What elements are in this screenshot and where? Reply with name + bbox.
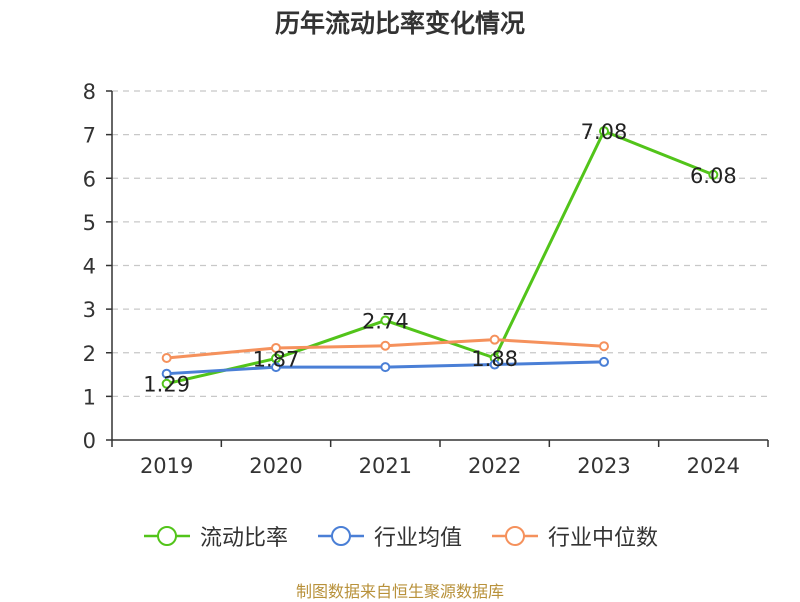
legend: 流动比率 行业均值 行业中位数	[0, 520, 800, 552]
data-point	[380, 362, 391, 373]
data-label: 1.87	[253, 347, 300, 371]
legend-swatch-icon	[492, 526, 538, 546]
data-label: 6.08	[690, 164, 737, 188]
data-label: 1.29	[143, 373, 190, 397]
data-point	[380, 315, 391, 326]
data-point	[271, 362, 281, 373]
data-point	[161, 378, 172, 389]
data-point	[599, 126, 609, 137]
y-tick-label: 0	[83, 429, 96, 453]
legend-swatch-marker	[505, 526, 525, 546]
data-point	[380, 340, 391, 351]
legend-swatch-icon	[143, 526, 190, 546]
x-tick-label: 2021	[359, 454, 412, 478]
y-tick-label: 6	[83, 167, 96, 191]
series-lines	[161, 126, 719, 389]
x-tick-label: 2019	[140, 454, 193, 478]
data-point	[271, 342, 281, 353]
legend-label: 行业中位数	[548, 526, 659, 551]
data-label: 1.88	[471, 347, 518, 371]
y-tick-label: 4	[83, 255, 96, 279]
y-tick-label: 8	[83, 80, 96, 104]
legend-label: 流动比率	[199, 526, 288, 551]
x-tick-label: 2022	[468, 454, 521, 478]
chart-title: 历年流动比率变化情况	[274, 9, 525, 38]
y-tick-label: 5	[83, 211, 96, 235]
data-point	[489, 334, 500, 345]
data-point	[489, 359, 500, 370]
data-point	[708, 169, 719, 180]
axes: 0 1 2 3 4 5 6 7 8 2019 2020 2021 2022 2023 2024	[83, 80, 769, 478]
y-tick-label: 3	[83, 298, 96, 322]
source-note: 制图数据来自恒生聚源数据库	[295, 582, 504, 601]
legend-swatch-marker	[330, 526, 351, 546]
data-point	[161, 352, 172, 363]
data-label: 2.74	[362, 309, 409, 333]
legend-label: 行业均值	[373, 526, 462, 551]
legend-swatch-marker	[156, 526, 177, 546]
data-point	[161, 368, 172, 379]
data-point	[599, 341, 609, 352]
x-tick-label: 2020	[249, 454, 302, 478]
legend-item[interactable]: 行业均值	[316, 520, 462, 552]
y-tick-label: 2	[83, 342, 96, 366]
data-labels: 1.29 1.87 2.74 1.88 7.08 6.08	[143, 120, 736, 397]
y-tick-label: 7	[83, 124, 96, 148]
y-tick-label: 1	[83, 385, 96, 409]
legend-swatch-icon	[317, 526, 364, 546]
x-tick-label: 2024	[687, 454, 740, 478]
data-point	[599, 356, 609, 367]
data-label: 7.08	[581, 120, 628, 144]
grid-lines	[112, 90, 768, 397]
legend-item[interactable]: 流动比率	[142, 520, 288, 552]
x-tick-label: 2023	[577, 454, 630, 478]
series-line	[166, 129, 714, 386]
legend-item[interactable]: 行业中位数	[490, 520, 658, 552]
